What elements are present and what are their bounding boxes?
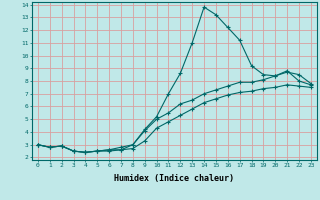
X-axis label: Humidex (Indice chaleur): Humidex (Indice chaleur) <box>115 174 234 183</box>
